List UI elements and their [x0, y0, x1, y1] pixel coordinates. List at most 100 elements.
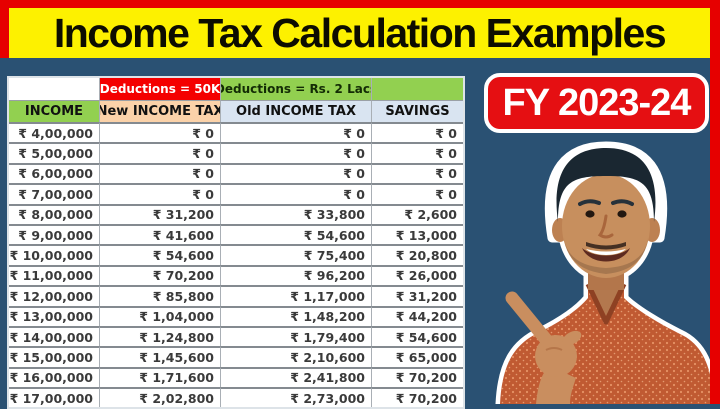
table-row: ₹ 7,00,000 ₹ 0 ₹ 0 ₹ 0: [9, 183, 463, 204]
pointing-hand: [505, 291, 582, 404]
cell-new-income-tax: ₹ 2,02,800: [100, 387, 221, 408]
blank-cell: [372, 78, 463, 100]
cell-savings: ₹ 20,800: [372, 244, 463, 264]
cell-old-income-tax: ₹ 1,48,200: [221, 305, 372, 326]
cell-new-income-tax: ₹ 41,600: [100, 223, 221, 245]
cell-old-income-tax: ₹ 0: [221, 162, 372, 184]
top-red-border: [0, 0, 720, 8]
face: [552, 174, 660, 278]
cell-savings: ₹ 0: [372, 122, 463, 142]
column-header-new-income-tax: New INCOME TAX: [100, 100, 221, 122]
blank-cell: [9, 78, 100, 100]
right-eyebrow: [611, 199, 634, 206]
cell-income: ₹ 12,00,000: [9, 285, 100, 306]
cell-old-income-tax: ₹ 1,79,400: [221, 325, 372, 347]
cell-old-income-tax: ₹ 2,73,000: [221, 387, 372, 408]
cell-old-income-tax: ₹ 96,200: [221, 264, 372, 286]
left-eye: [585, 210, 595, 218]
cell-income: ₹ 15,00,000: [9, 346, 100, 367]
title-band: Income Tax Calculation Examples: [0, 8, 710, 58]
teeth: [586, 249, 626, 255]
cell-new-income-tax: ₹ 31,200: [100, 203, 221, 224]
cell-savings: ₹ 0: [372, 183, 463, 203]
cell-income: ₹ 8,00,000: [9, 203, 100, 224]
table-row: ₹ 14,00,000 ₹ 1,24,800 ₹ 1,79,400 ₹ 54,600: [9, 325, 463, 347]
cell-old-income-tax: ₹ 33,800: [221, 203, 372, 224]
table-row: ₹ 9,00,000 ₹ 41,600 ₹ 54,600 ₹ 13,000: [9, 223, 463, 245]
cell-income: ₹ 13,00,000: [9, 305, 100, 326]
left-eyebrow: [578, 199, 601, 206]
cell-old-income-tax: ₹ 2,10,600: [221, 346, 372, 367]
cell-new-income-tax: ₹ 85,800: [100, 285, 221, 306]
table-row: ₹ 4,00,000 ₹ 0 ₹ 0 ₹ 0: [9, 122, 463, 143]
shirt: [500, 282, 714, 404]
table-body: ₹ 4,00,000 ₹ 0 ₹ 0 ₹ 0 ₹ 5,00,000 ₹ 0 ₹ 0 ₹ 0 ₹ …: [9, 122, 463, 408]
cell-savings: ₹ 70,200: [372, 366, 463, 387]
cell-savings: ₹ 2,600: [372, 203, 463, 224]
table-row: ₹ 6,00,000 ₹ 0 ₹ 0 ₹ 0: [9, 162, 463, 184]
cell-new-income-tax: ₹ 70,200: [100, 264, 221, 286]
cell-income: ₹ 9,00,000: [9, 223, 100, 245]
thumb: [562, 330, 582, 346]
cell-old-income-tax: ₹ 1,17,000: [221, 285, 372, 306]
cell-savings: ₹ 65,000: [372, 346, 463, 366]
cell-savings: ₹ 44,200: [372, 305, 463, 326]
cell-income: ₹ 7,00,000: [9, 183, 100, 204]
cell-income: ₹ 16,00,000: [9, 366, 100, 388]
cell-income: ₹ 17,00,000: [9, 387, 100, 408]
cell-old-income-tax: ₹ 0: [221, 142, 372, 163]
tax-table: Deductions = 50K Deductions = Rs. 2 Lacs…: [7, 76, 465, 409]
column-header-income: INCOME: [9, 100, 100, 122]
deductions-header-row: Deductions = 50K Deductions = Rs. 2 Lacs: [9, 78, 463, 100]
cell-income: ₹ 6,00,000: [9, 162, 100, 184]
cell-income: ₹ 5,00,000: [9, 142, 100, 163]
cell-savings: ₹ 26,000: [372, 264, 463, 285]
new-regime-deductions-header: Deductions = 50K: [100, 78, 221, 100]
index-finger: [505, 291, 555, 349]
column-header-row: INCOME New INCOME TAX Old INCOME TAX SAV…: [9, 100, 463, 122]
hair: [556, 148, 656, 222]
table-row: ₹ 5,00,000 ₹ 0 ₹ 0 ₹ 0: [9, 142, 463, 163]
table-row: ₹ 10,00,000 ₹ 54,600 ₹ 75,400 ₹ 20,800: [9, 244, 463, 265]
cell-old-income-tax: ₹ 0: [221, 183, 372, 204]
cell-new-income-tax: ₹ 1,71,600: [100, 366, 221, 388]
fy-badge-label: FY 2023-24: [502, 81, 692, 124]
page-title: Income Tax Calculation Examples: [53, 9, 667, 56]
cell-savings: ₹ 0: [372, 162, 463, 183]
right-red-border: [710, 0, 720, 404]
mustache: [586, 242, 626, 250]
cell-old-income-tax: ₹ 54,600: [221, 223, 372, 245]
cell-new-income-tax: ₹ 1,04,000: [100, 305, 221, 326]
cell-old-income-tax: ₹ 0: [221, 122, 372, 143]
cell-new-income-tax: ₹ 0: [100, 142, 221, 163]
cell-new-income-tax: ₹ 1,45,600: [100, 346, 221, 367]
cell-new-income-tax: ₹ 0: [100, 122, 221, 143]
table-row: ₹ 17,00,000 ₹ 2,02,800 ₹ 2,73,000 ₹ 70,200: [9, 387, 463, 408]
cell-savings: ₹ 70,200: [372, 387, 463, 407]
cell-income: ₹ 11,00,000: [9, 264, 100, 286]
presenter-pointing-photo: [495, 141, 716, 404]
fy-badge: FY 2023-24: [484, 73, 709, 133]
old-regime-deductions-header: Deductions = Rs. 2 Lacs: [221, 78, 372, 100]
cell-savings: ₹ 31,200: [372, 285, 463, 305]
right-eye: [617, 210, 627, 218]
table-row: ₹ 8,00,000 ₹ 31,200 ₹ 33,800 ₹ 2,600: [9, 203, 463, 224]
beard-shadow: [564, 238, 648, 274]
cell-old-income-tax: ₹ 75,400: [221, 244, 372, 265]
cell-savings: ₹ 0: [372, 142, 463, 162]
cell-new-income-tax: ₹ 0: [100, 162, 221, 184]
table-row: ₹ 16,00,000 ₹ 1,71,600 ₹ 2,41,800 ₹ 70,200: [9, 366, 463, 388]
table-row: ₹ 13,00,000 ₹ 1,04,000 ₹ 1,48,200 ₹ 44,200: [9, 305, 463, 326]
nose: [597, 214, 614, 239]
cell-new-income-tax: ₹ 0: [100, 183, 221, 204]
cell-income: ₹ 10,00,000: [9, 244, 100, 265]
column-header-savings: SAVINGS: [372, 100, 463, 122]
table-row: ₹ 11,00,000 ₹ 70,200 ₹ 96,200 ₹ 26,000: [9, 264, 463, 286]
cell-new-income-tax: ₹ 1,24,800: [100, 325, 221, 347]
cell-old-income-tax: ₹ 2,41,800: [221, 366, 372, 388]
cell-income: ₹ 14,00,000: [9, 325, 100, 347]
cell-savings: ₹ 13,000: [372, 223, 463, 244]
cell-new-income-tax: ₹ 54,600: [100, 244, 221, 265]
cell-savings: ₹ 54,600: [372, 325, 463, 346]
table-row: ₹ 15,00,000 ₹ 1,45,600 ₹ 2,10,600 ₹ 65,000: [9, 346, 463, 367]
